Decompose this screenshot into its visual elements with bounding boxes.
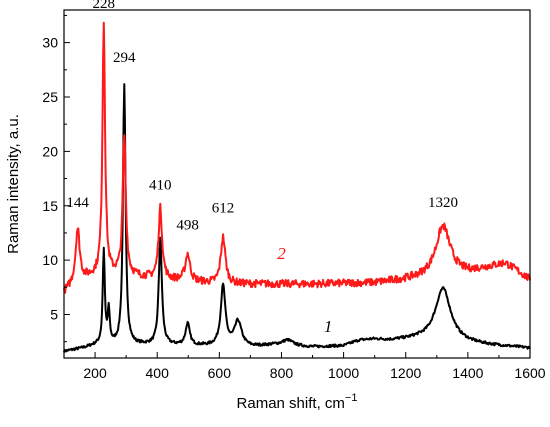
peak-label-498: 498 (176, 218, 199, 234)
plot-lines (63, 21, 531, 353)
x-tick-label: 600 (208, 365, 232, 381)
x-tick-label: 1600 (514, 365, 545, 381)
x-tick-label: 800 (270, 365, 294, 381)
series-label-1: 1 (324, 317, 333, 336)
series-line-1 (63, 83, 531, 353)
x-tick-label: 1400 (452, 365, 483, 381)
y-tick-label: 25 (42, 89, 58, 105)
peak-label-228: 228 (93, 0, 116, 12)
peak-label-612: 612 (212, 200, 235, 216)
y-tick-label: 5 (50, 307, 58, 323)
x-tick-label: 1200 (390, 365, 421, 381)
x-tick-label: 400 (146, 365, 170, 381)
x-axis-ticks: 200 400 600 800 1000 1200 1400 1600 (63, 352, 546, 381)
y-tick-label: 10 (42, 252, 58, 268)
x-axis-title-text: Raman shift, cm (237, 395, 345, 412)
x-axis-title: Raman shift, cm−1 (237, 392, 358, 412)
y-tick-label: 15 (42, 198, 58, 214)
series-line-2 (63, 21, 531, 294)
series-labels: 21 (277, 244, 332, 336)
peak-label-1320: 1320 (428, 195, 458, 211)
y-axis-ticks: 5 10 15 20 25 30 (42, 14, 70, 343)
y-tick-label: 20 (42, 143, 58, 159)
peak-label-410: 410 (149, 177, 172, 193)
peak-label-294: 294 (113, 50, 136, 66)
peak-label-144: 144 (66, 195, 89, 211)
x-tick-label: 1000 (328, 365, 359, 381)
peak-annotations: 228 294 144 410 498 612 1320 (66, 0, 458, 234)
x-axis-title-superscript: −1 (345, 392, 358, 404)
y-tick-label: 30 (42, 35, 58, 51)
plot-frame (63, 9, 531, 359)
x-tick-label: 200 (83, 365, 107, 381)
y-axis-title: Raman intensity, a.u. (5, 114, 22, 254)
series-label-2: 2 (277, 244, 286, 263)
